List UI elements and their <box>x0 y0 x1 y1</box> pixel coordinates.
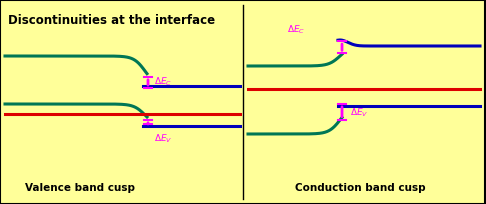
Text: $\Delta E_C$: $\Delta E_C$ <box>287 24 305 36</box>
Text: Discontinuities at the interface: Discontinuities at the interface <box>8 14 215 27</box>
Text: Valence band cusp: Valence band cusp <box>25 182 135 192</box>
Text: $\Delta E_C$: $\Delta E_C$ <box>154 75 172 88</box>
Text: $\Delta E_V$: $\Delta E_V$ <box>154 132 173 145</box>
Text: $\Delta E_V$: $\Delta E_V$ <box>350 106 368 119</box>
Text: Conduction band cusp: Conduction band cusp <box>295 182 425 192</box>
